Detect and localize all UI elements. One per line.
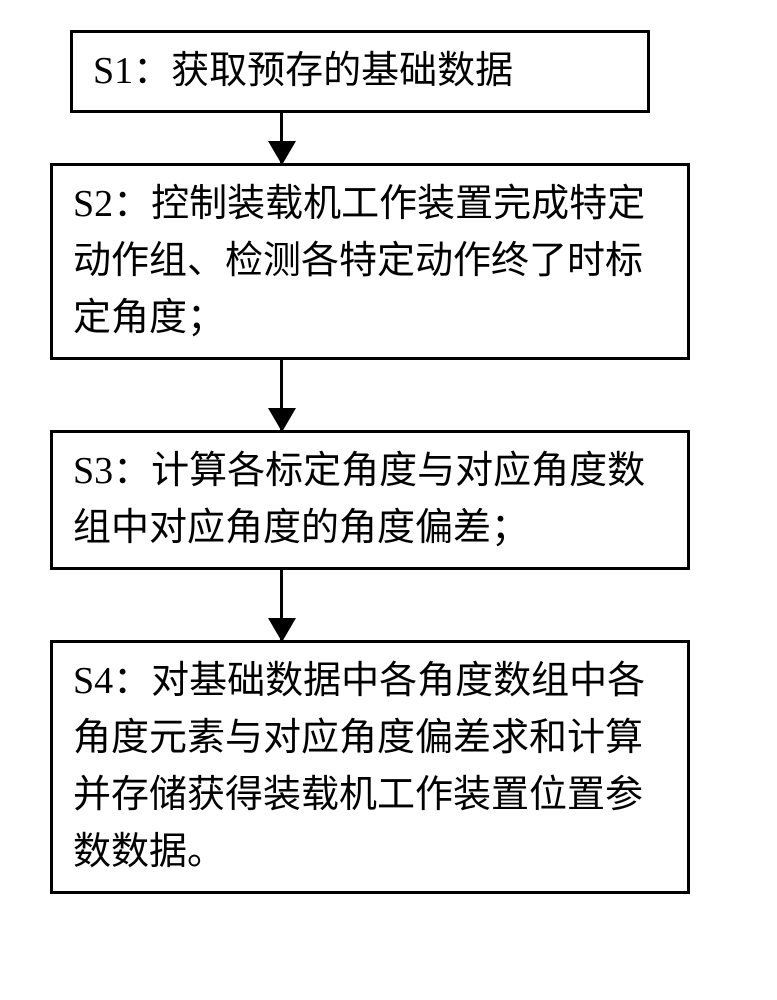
arrow-s2-s3	[50, 360, 730, 430]
flowchart-step-s4: S4：对基础数据中各角度数组中各角度元素与对应角度偏差求和计算并存储获得装载机工…	[50, 640, 690, 894]
flowchart-container: S1：获取预存的基础数据 S2：控制装载机工作装置完成特定动作组、检测各特定动作…	[50, 30, 730, 894]
arrow-line-icon	[280, 113, 283, 163]
arrow-line-icon	[280, 360, 283, 430]
step-s1-label: S1：获取预存的基础数据	[93, 50, 513, 92]
arrow-s1-s2	[50, 113, 730, 163]
step-s4-label: S4：对基础数据中各角度数组中各角度元素与对应角度偏差求和计算并存储获得装载机工…	[73, 660, 645, 873]
flowchart-step-s1: S1：获取预存的基础数据	[70, 30, 650, 113]
flowchart-step-s2: S2：控制装载机工作装置完成特定动作组、检测各特定动作终了时标定角度；	[50, 163, 690, 360]
arrow-line-icon	[280, 570, 283, 640]
arrow-s3-s4	[50, 570, 730, 640]
step-s2-label: S2：控制装载机工作装置完成特定动作组、检测各特定动作终了时标定角度；	[73, 183, 645, 339]
step-s3-label: S3：计算各标定角度与对应角度数组中对应角度的角度偏差；	[73, 450, 645, 549]
flowchart-step-s3: S3：计算各标定角度与对应角度数组中对应角度的角度偏差；	[50, 430, 690, 570]
